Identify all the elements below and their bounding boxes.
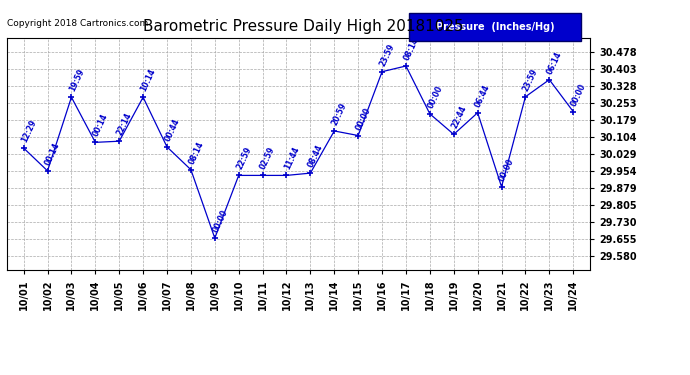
Text: 08:14: 08:14 <box>187 140 206 165</box>
Text: 06:14: 06:14 <box>545 50 564 75</box>
Text: Barometric Pressure Daily High 20181025: Barometric Pressure Daily High 20181025 <box>144 19 464 34</box>
Text: 22:59: 22:59 <box>235 146 253 171</box>
Text: 00:00: 00:00 <box>426 84 444 110</box>
Text: 00:00: 00:00 <box>354 106 373 131</box>
Text: 11:44: 11:44 <box>282 146 301 171</box>
Text: 08:14: 08:14 <box>402 36 420 62</box>
Text: 23:59: 23:59 <box>378 42 396 68</box>
Text: 12:29: 12:29 <box>19 118 38 144</box>
Text: 06:44: 06:44 <box>473 83 492 108</box>
Text: 00:00: 00:00 <box>497 157 516 183</box>
Text: 00:14: 00:14 <box>91 112 110 138</box>
Text: Copyright 2018 Cartronics.com: Copyright 2018 Cartronics.com <box>7 19 148 28</box>
Text: Pressure  (Inches/Hg): Pressure (Inches/Hg) <box>436 22 555 32</box>
Text: 19:59: 19:59 <box>68 68 86 93</box>
Text: 22:44: 22:44 <box>450 105 468 130</box>
Text: 00:00: 00:00 <box>211 208 229 234</box>
Text: 08:44: 08:44 <box>306 143 325 169</box>
Text: 00:14: 00:14 <box>43 141 62 166</box>
Text: 02:59: 02:59 <box>259 146 277 171</box>
Text: 00:44: 00:44 <box>163 117 181 143</box>
Text: 10:14: 10:14 <box>139 68 157 93</box>
FancyBboxPatch shape <box>409 13 581 41</box>
Text: 22:14: 22:14 <box>115 111 134 137</box>
Text: 00:00: 00:00 <box>569 82 588 107</box>
Text: 20:59: 20:59 <box>331 101 348 127</box>
Text: 23:59: 23:59 <box>522 67 540 93</box>
